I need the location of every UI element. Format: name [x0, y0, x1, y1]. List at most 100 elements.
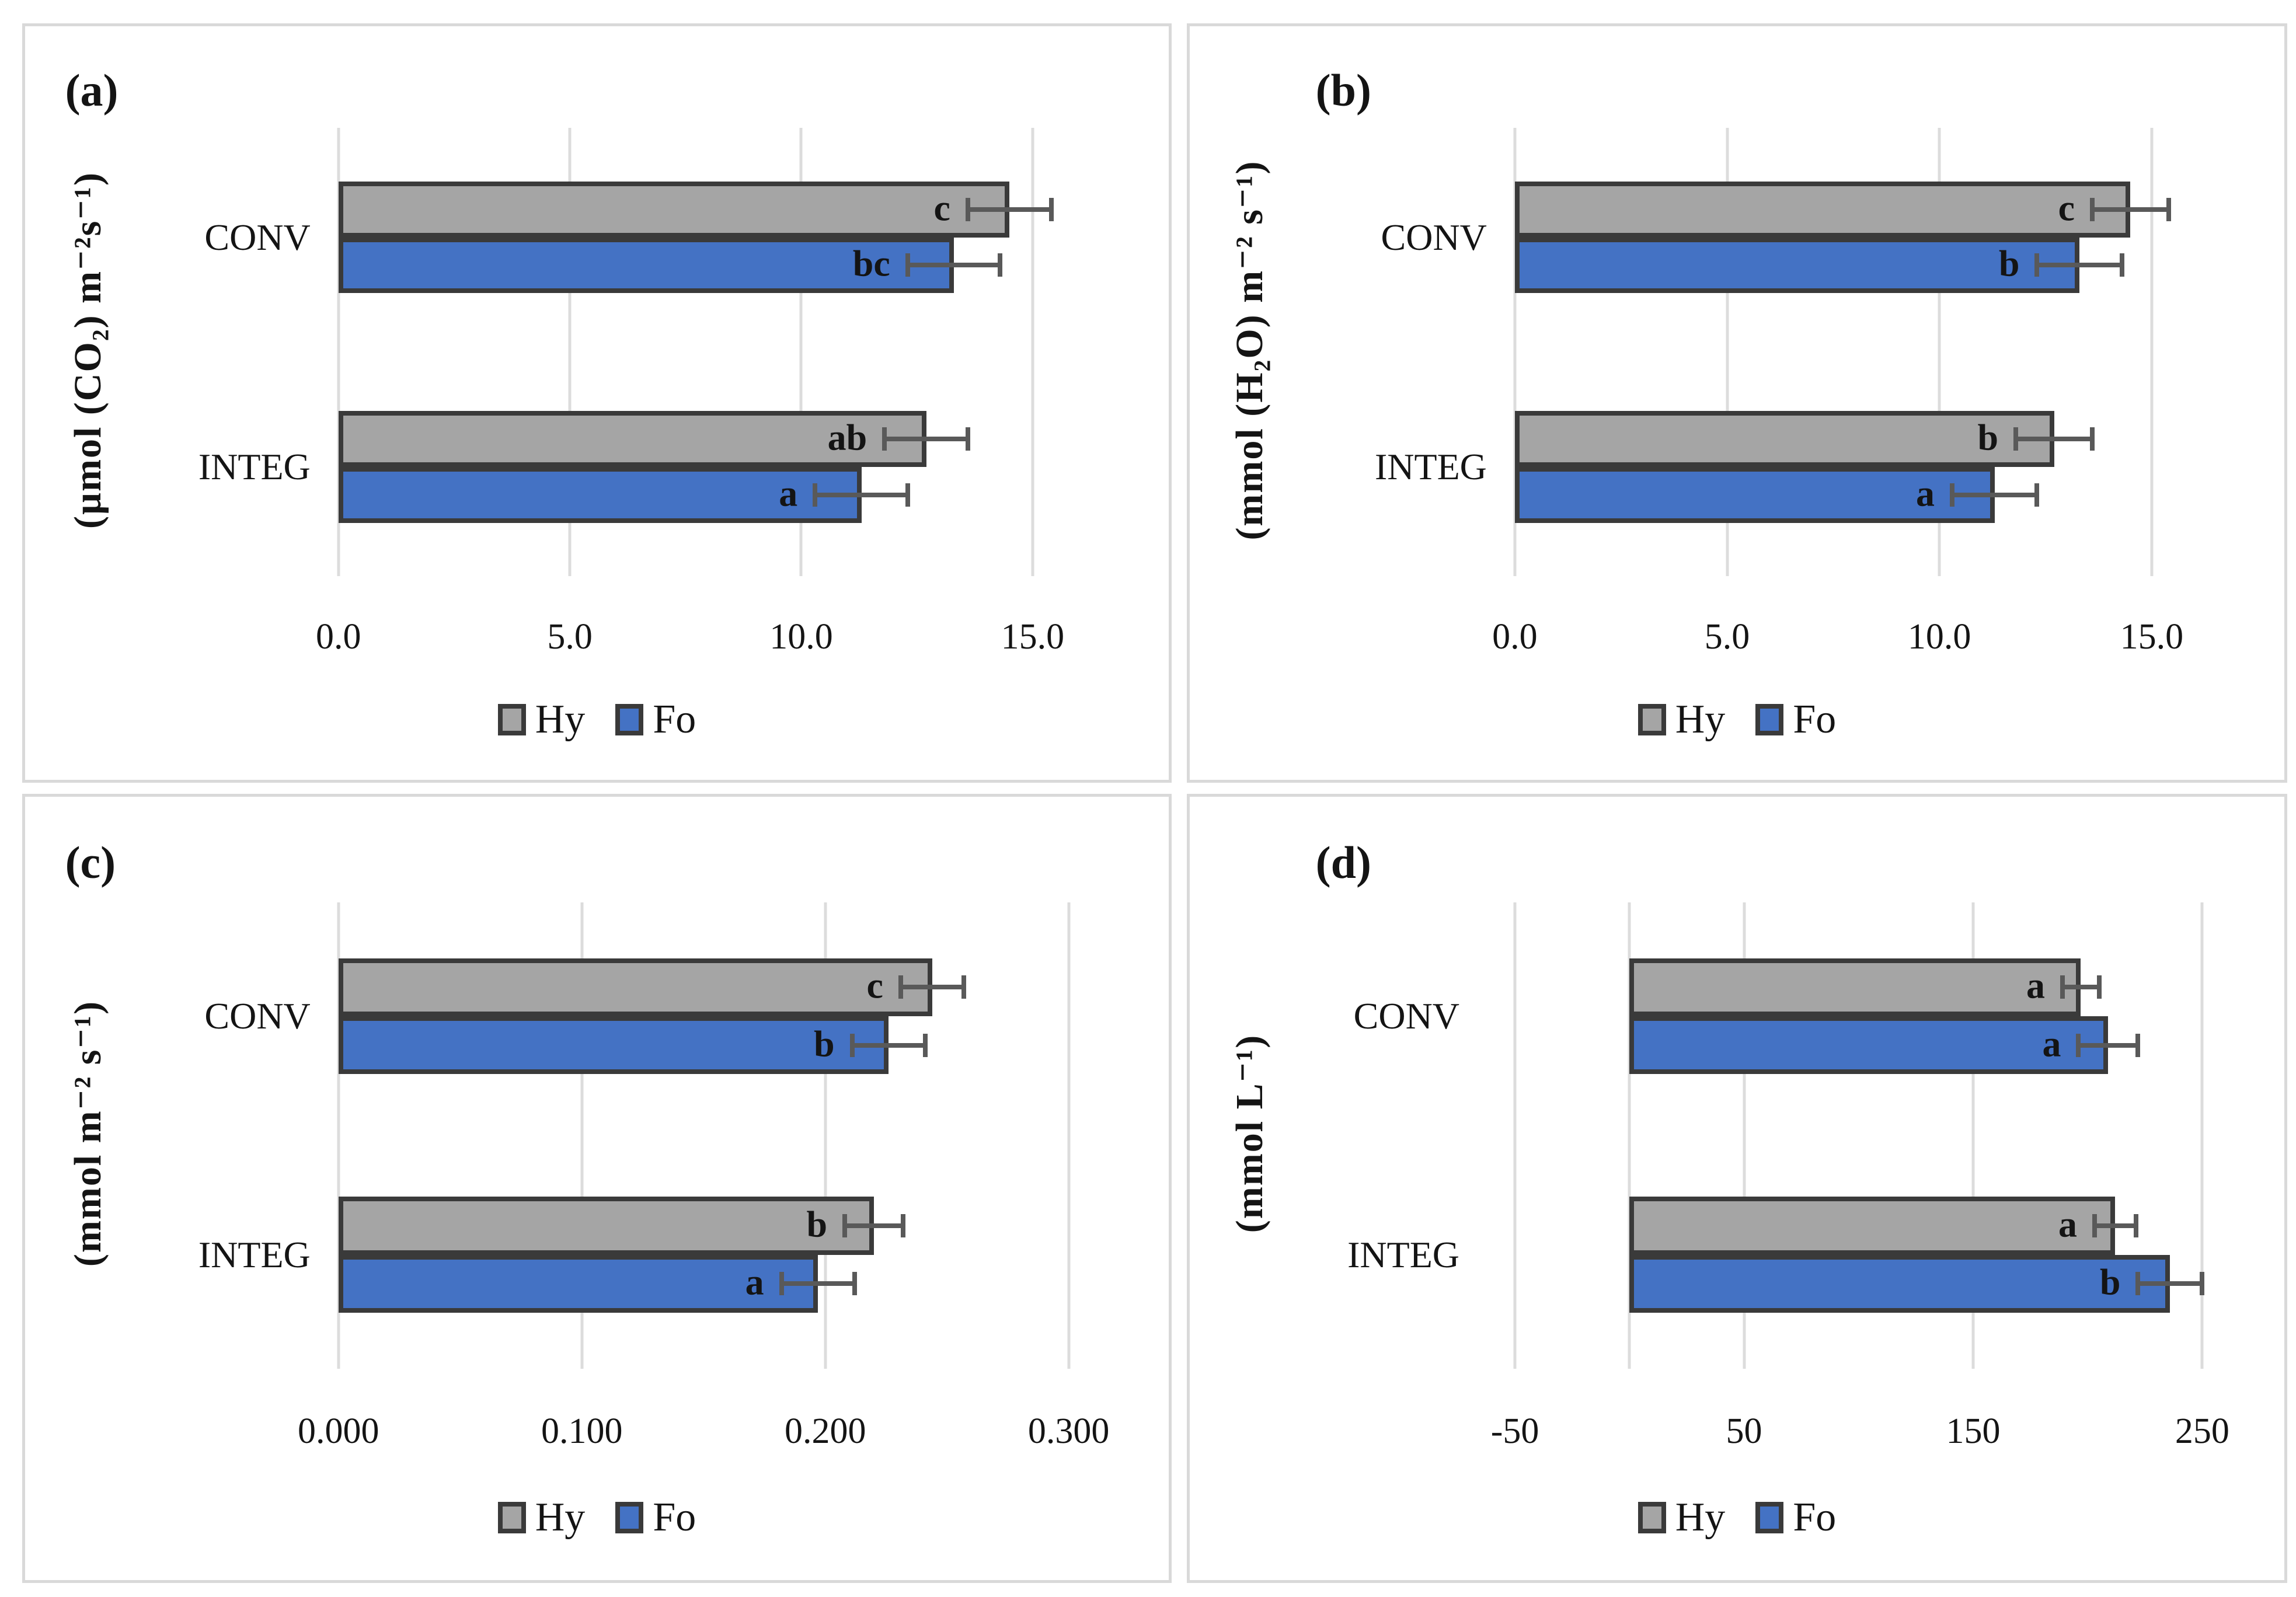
tick-label-10.0: 10.0 — [1907, 616, 1971, 657]
legend-item-hy: Hy — [1637, 696, 1726, 742]
legend-label-fo: Fo — [653, 696, 696, 742]
tick-label-50: 50 — [1726, 1411, 1762, 1452]
legend-item-hy: Hy — [1637, 1494, 1726, 1540]
tick-label-5.0: 5.0 — [547, 616, 593, 657]
error-cap-left — [2060, 975, 2065, 999]
error-cap-left — [813, 483, 818, 507]
legend-swatch-hy-icon — [497, 1501, 526, 1533]
significance-letter-fo-conv: bc — [852, 242, 890, 284]
bar-fo-integ — [1514, 466, 1995, 523]
legend-label-hy: Hy — [1675, 1494, 1726, 1540]
error-cap-right — [901, 1214, 906, 1238]
error-bar-hy-conv — [2090, 197, 2171, 221]
significance-letter-fo-integ: a — [779, 472, 798, 514]
significance-letter-hy-conv: c — [2058, 187, 2075, 229]
error-bar-fo-conv — [2076, 1033, 2141, 1057]
category-label-integ: INTEG — [198, 446, 311, 487]
tick-label-0.0: 0.0 — [316, 616, 361, 657]
error-cap-left — [2034, 253, 2040, 277]
panel-label-d: (d) — [1315, 836, 1371, 888]
gridline — [799, 128, 803, 577]
error-bar-hy-integ — [882, 427, 970, 451]
bar-fo-conv — [1514, 237, 2080, 294]
legend-swatch-hy-icon — [497, 703, 526, 735]
error-bar-hy-integ — [2013, 427, 2095, 451]
error-cap-left — [1949, 483, 1954, 507]
error-cap-left — [965, 197, 970, 221]
tick-label-250: 250 — [2175, 1411, 2229, 1452]
legend-item-fo: Fo — [1755, 699, 1836, 740]
legend-item-fo: Fo — [1755, 1497, 1836, 1538]
tick-label-15.0: 15.0 — [2120, 616, 2184, 657]
y-axis-label-d: (mmol L⁻¹) — [1228, 1034, 1271, 1233]
error-cap-right — [998, 253, 1003, 277]
legend-label-fo: Fo — [653, 1494, 696, 1540]
category-label-integ: INTEG — [1347, 1233, 1459, 1275]
category-label-conv: CONV — [1381, 216, 1487, 258]
error-bar-hy-integ — [842, 1214, 906, 1238]
gridline — [2200, 902, 2204, 1369]
bar-hy-conv — [338, 182, 1010, 238]
bar-hy-integ — [338, 411, 926, 467]
legend-d: Hy Fo — [1190, 1497, 2284, 1538]
error-cap-left — [2076, 1033, 2081, 1057]
error-cap-right — [965, 427, 970, 451]
significance-letter-fo-integ: b — [2099, 1261, 2121, 1303]
error-cap-right — [1048, 197, 1054, 221]
error-cap-right — [2135, 1033, 2141, 1057]
significance-letter-hy-integ: b — [1977, 416, 1999, 458]
error-cap-left — [2092, 1214, 2097, 1238]
category-label-integ: INTEG — [198, 1233, 311, 1275]
bar-fo-conv — [1629, 1016, 2109, 1075]
legend-swatch-fo-icon — [615, 703, 644, 735]
significance-letter-fo-integ: a — [745, 1261, 764, 1303]
gridline — [2150, 128, 2154, 577]
significance-letter-hy-conv: a — [2026, 964, 2045, 1006]
error-bar-fo-integ — [2135, 1272, 2205, 1296]
error-cap-right — [961, 975, 967, 999]
legend-label-hy: Hy — [535, 696, 586, 742]
bar-hy-integ — [1629, 1197, 2116, 1255]
significance-letter-hy-integ: ab — [827, 416, 867, 458]
plot-area-a: c ab bc a — [337, 128, 1134, 577]
legend-label-fo: Fo — [1793, 1494, 1837, 1540]
tick-label-5.0: 5.0 — [1704, 616, 1750, 657]
category-label-integ: INTEG — [1374, 446, 1487, 487]
gridline — [580, 902, 584, 1369]
error-cap-left — [905, 253, 910, 277]
gridline — [1628, 902, 1631, 1369]
legend-item-hy: Hy — [497, 696, 586, 742]
gridline — [1513, 902, 1517, 1369]
gridline — [1971, 902, 1975, 1369]
bar-hy-integ — [1514, 411, 2054, 467]
error-cap-left — [2090, 197, 2095, 221]
gridline — [1031, 128, 1034, 577]
tick-label-0.200: 0.200 — [784, 1411, 866, 1452]
legend-item-hy: Hy — [497, 1497, 585, 1538]
significance-letter-fo-conv: b — [813, 1023, 835, 1065]
bar-fo-integ — [338, 466, 862, 523]
gridline — [1513, 128, 1517, 577]
error-cap-left — [882, 427, 887, 451]
error-cap-right — [2200, 1272, 2205, 1296]
tick-label-15.0: 15.0 — [1001, 616, 1065, 657]
legend-swatch-hy-icon — [1637, 703, 1666, 735]
category-label-conv: CONV — [1353, 995, 1459, 1037]
error-bar-fo-conv — [849, 1033, 928, 1057]
error-bar-hy-conv — [898, 975, 967, 999]
error-cap-right — [2133, 1214, 2138, 1238]
gridline — [1938, 128, 1941, 577]
tick-label-150: 150 — [1946, 1411, 2001, 1452]
legend-swatch-hy-icon — [1637, 1501, 1666, 1533]
panel-label-a: (a) — [65, 65, 119, 116]
legend-label-fo: Fo — [1793, 696, 1837, 742]
error-cap-left — [2013, 427, 2019, 451]
error-bar-fo-integ — [1949, 483, 2040, 507]
legend-label-hy: Hy — [1675, 696, 1726, 742]
